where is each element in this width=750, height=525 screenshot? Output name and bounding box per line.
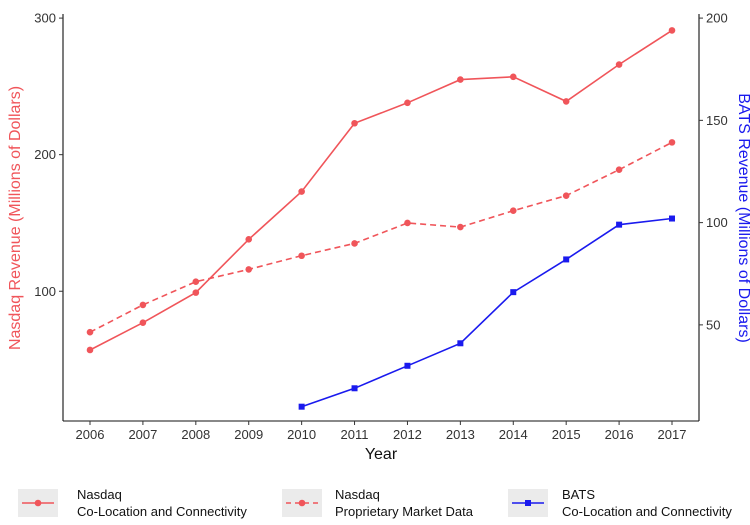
right-y-tick-label: 50 xyxy=(706,317,720,332)
axes-layer: 2006 2007 2008 2009 2010 2011 2012 2013 2014 2015… xyxy=(34,11,727,442)
data-point-circle xyxy=(457,76,464,83)
legend-label-line1: Nasdaq xyxy=(77,487,122,502)
legend-label-line2: Co-Location and Connectivity xyxy=(562,504,732,519)
data-point-circle xyxy=(139,301,147,309)
x-tick-label: 2007 xyxy=(128,427,157,442)
data-point-circle xyxy=(668,27,676,34)
legend-label-line1: Nasdaq xyxy=(335,487,380,502)
x-tick-label: 2010 xyxy=(287,427,316,442)
x-tick-label: 2008 xyxy=(181,427,210,442)
data-point-square xyxy=(457,340,464,347)
data-point-circle xyxy=(86,346,94,354)
series-line-0 xyxy=(89,29,673,351)
data-point-circle xyxy=(615,166,623,173)
legend: Nasdaq Co-Location and Connectivity Nasd… xyxy=(18,487,732,519)
left-y-tick-label: 100 xyxy=(34,284,56,299)
data-point-circle xyxy=(139,319,147,326)
data-point-square xyxy=(510,289,517,296)
series-layer xyxy=(86,27,676,410)
data-point-circle xyxy=(192,289,200,296)
data-point-circle xyxy=(298,252,305,260)
data-point-circle xyxy=(562,192,570,199)
data-point-circle xyxy=(404,219,411,227)
data-point-square xyxy=(351,385,358,392)
right-y-tick-label: 100 xyxy=(706,215,728,230)
x-tick-label: 2009 xyxy=(234,427,263,442)
data-point-square xyxy=(404,362,411,369)
data-point-circle xyxy=(562,98,570,105)
legend-label-line1: BATS xyxy=(562,487,595,502)
x-tick-label: 2011 xyxy=(341,427,369,442)
data-point-circle xyxy=(351,240,358,247)
right-y-axis-title: BATS Revenue (Millions of Dollars) xyxy=(735,93,750,343)
legend-square-marker xyxy=(525,500,531,506)
x-tick-label: 2014 xyxy=(499,427,528,442)
x-tick-label: 2016 xyxy=(605,427,634,442)
x-tick-label: 2015 xyxy=(552,427,581,442)
x-tick-label: 2012 xyxy=(393,427,422,442)
data-point-circle xyxy=(192,278,200,285)
x-tick-label: 2017 xyxy=(658,427,687,442)
data-point-square xyxy=(563,256,570,263)
x-tick-label: 2013 xyxy=(446,427,475,442)
data-point-circle xyxy=(404,99,411,107)
right-y-tick-label: 200 xyxy=(706,11,728,26)
data-point-circle xyxy=(509,207,517,214)
legend-label-line2: Proprietary Market Data xyxy=(335,504,474,519)
x-tick-label: 2006 xyxy=(76,427,105,442)
data-point-circle xyxy=(457,223,464,231)
data-point-circle xyxy=(86,328,94,336)
data-point-square xyxy=(298,403,305,410)
legend-circle-marker xyxy=(298,499,306,507)
data-point-circle xyxy=(298,188,305,195)
legend-item-nasdaq-market-data: Nasdaq Proprietary Market Data xyxy=(282,487,474,519)
legend-item-bats-colocation: BATS Co-Location and Connectivity xyxy=(508,487,732,519)
data-point-square xyxy=(616,221,623,228)
data-point-circle xyxy=(351,119,358,127)
data-point-circle xyxy=(245,266,253,273)
data-point-circle xyxy=(668,139,676,146)
data-point-circle xyxy=(615,61,623,68)
left-y-tick-label: 200 xyxy=(34,147,56,162)
series-line-1 xyxy=(89,141,673,333)
legend-label-line2: Co-Location and Connectivity xyxy=(77,504,247,519)
legend-circle-marker xyxy=(34,499,42,507)
data-point-circle xyxy=(509,73,517,81)
left-y-axis-title: Nasdaq Revenue (Millions of Dollars) xyxy=(7,86,24,350)
data-point-circle xyxy=(245,236,253,243)
data-point-square xyxy=(669,215,675,222)
x-axis-title: Year xyxy=(365,446,398,463)
series-line-2 xyxy=(301,217,673,408)
left-y-tick-label: 300 xyxy=(34,11,56,26)
right-y-tick-label: 150 xyxy=(706,113,728,128)
legend-item-nasdaq-colocation: Nasdaq Co-Location and Connectivity xyxy=(18,487,247,519)
